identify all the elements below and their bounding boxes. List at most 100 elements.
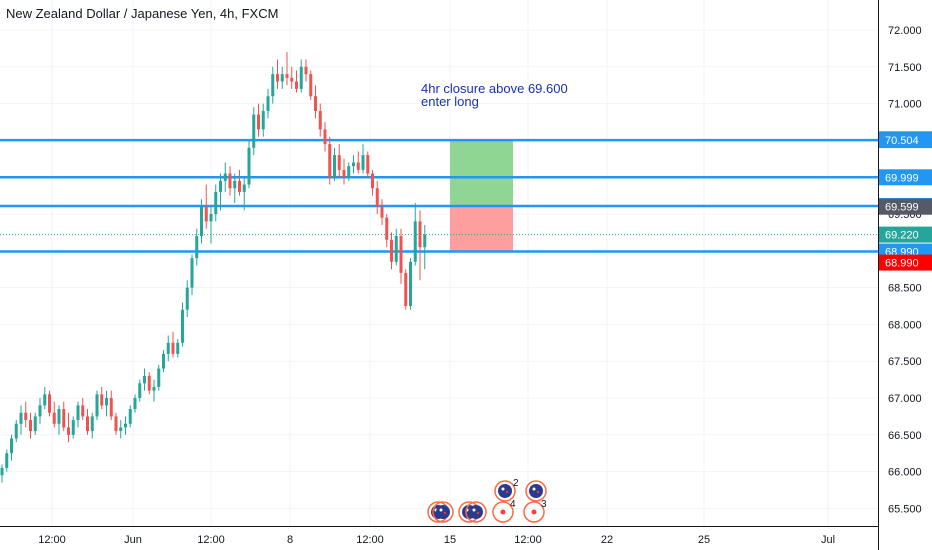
candle xyxy=(67,412,70,443)
event-count: 3 xyxy=(541,499,547,510)
candle-body xyxy=(404,272,408,306)
stop-zone[interactable] xyxy=(450,205,513,252)
chart-title: New Zealand Dollar / Japanese Yen, 4h, F… xyxy=(6,6,279,21)
candle-body xyxy=(157,368,161,387)
event-flag-icon[interactable]: 2 xyxy=(494,478,519,502)
candle xyxy=(124,416,127,435)
event-dot xyxy=(500,509,506,515)
candle xyxy=(152,379,156,402)
candle xyxy=(29,412,32,439)
flag-disc xyxy=(436,505,450,519)
candle xyxy=(342,158,346,185)
horizontal-lines[interactable] xyxy=(0,138,878,253)
flag-star xyxy=(501,487,505,491)
candle-body xyxy=(181,309,184,343)
candle-body xyxy=(5,453,9,468)
candle-body xyxy=(24,412,28,421)
position-zones[interactable] xyxy=(450,139,513,252)
y-tick-label: 72.000 xyxy=(888,25,922,37)
candle xyxy=(81,398,85,421)
flag-disc xyxy=(529,484,543,498)
candle-body xyxy=(352,162,355,167)
candle-body xyxy=(200,206,203,237)
candle xyxy=(333,147,336,181)
x-tick-label: Jul xyxy=(821,534,835,546)
price-tag-label: 70.504 xyxy=(885,135,919,147)
y-tick-label: 71.000 xyxy=(888,99,922,111)
candle-body xyxy=(394,236,398,262)
candle-body xyxy=(271,74,275,97)
flag-disc xyxy=(469,505,483,519)
flag-star xyxy=(505,490,509,494)
candle xyxy=(0,464,4,483)
price-tag-bg xyxy=(879,226,932,243)
candle-body xyxy=(14,423,18,439)
candle xyxy=(418,210,422,281)
x-tick-label: 12:00 xyxy=(38,534,66,546)
candle-body xyxy=(276,74,279,82)
candle-body xyxy=(385,217,389,240)
candle xyxy=(185,280,189,318)
event-count: 4 xyxy=(510,499,516,510)
candle-body xyxy=(57,409,61,424)
candle xyxy=(380,199,384,226)
candle xyxy=(352,155,355,174)
candle-body xyxy=(413,221,417,262)
candle-body xyxy=(333,155,336,178)
event-ring xyxy=(494,480,516,502)
price-tag-label: 69.220 xyxy=(885,230,919,242)
candle xyxy=(195,228,199,266)
trade-annotation: 4hr closure above 69.600 enter long xyxy=(421,82,568,108)
candle xyxy=(337,144,341,178)
candle xyxy=(119,420,123,439)
candle-body xyxy=(328,144,332,178)
x-tick-label: 25 xyxy=(698,534,710,546)
candle xyxy=(14,420,18,443)
event-marker-icon[interactable]: 3 xyxy=(523,499,547,523)
event-flag-icon[interactable] xyxy=(432,501,454,523)
candle-body xyxy=(52,412,56,424)
candle xyxy=(133,394,137,413)
candle xyxy=(375,180,379,214)
candle xyxy=(404,269,408,310)
candle-body xyxy=(109,398,113,417)
event-flag-icon[interactable] xyxy=(465,501,487,523)
candle xyxy=(157,364,161,391)
candle-body xyxy=(418,221,422,248)
candle-body xyxy=(295,81,298,89)
candle-body xyxy=(86,416,89,432)
annotation-line-1: 4hr closure above 69.600 xyxy=(421,81,568,96)
candle-body xyxy=(214,191,218,214)
candle-body xyxy=(124,423,127,428)
candle xyxy=(299,59,303,93)
event-flag-icon[interactable] xyxy=(525,480,547,502)
candle xyxy=(318,103,322,137)
candle xyxy=(204,184,208,229)
price-tag-label: 68.990 xyxy=(885,258,919,270)
candle xyxy=(138,379,142,402)
candle xyxy=(114,412,118,435)
candle xyxy=(223,162,227,192)
price-tags: 70.51370.50469.99969.60969.59969.22068.9… xyxy=(879,131,932,271)
target-zone[interactable] xyxy=(450,139,513,206)
event-markers[interactable]: 2 4 3 xyxy=(427,478,547,523)
flag-star xyxy=(443,511,447,515)
candle-body xyxy=(71,420,75,435)
price-tag: 70.504 xyxy=(879,132,932,149)
price-tag: 69.599 xyxy=(879,198,932,215)
x-tick-label: 12:00 xyxy=(197,534,225,546)
event-marker-icon[interactable]: 4 xyxy=(492,499,516,523)
candle xyxy=(95,390,99,421)
candle-body xyxy=(399,236,403,273)
x-tick-label: 8 xyxy=(287,534,293,546)
candle-body xyxy=(342,169,346,178)
candle xyxy=(361,144,365,174)
event-count: 2 xyxy=(513,478,519,489)
annotation-line-2: enter long xyxy=(421,94,479,109)
candle xyxy=(143,368,146,391)
candle-body xyxy=(48,394,51,413)
flag-star xyxy=(532,487,536,491)
price-tag: 69.999 xyxy=(879,169,932,186)
candle-body xyxy=(380,206,384,218)
